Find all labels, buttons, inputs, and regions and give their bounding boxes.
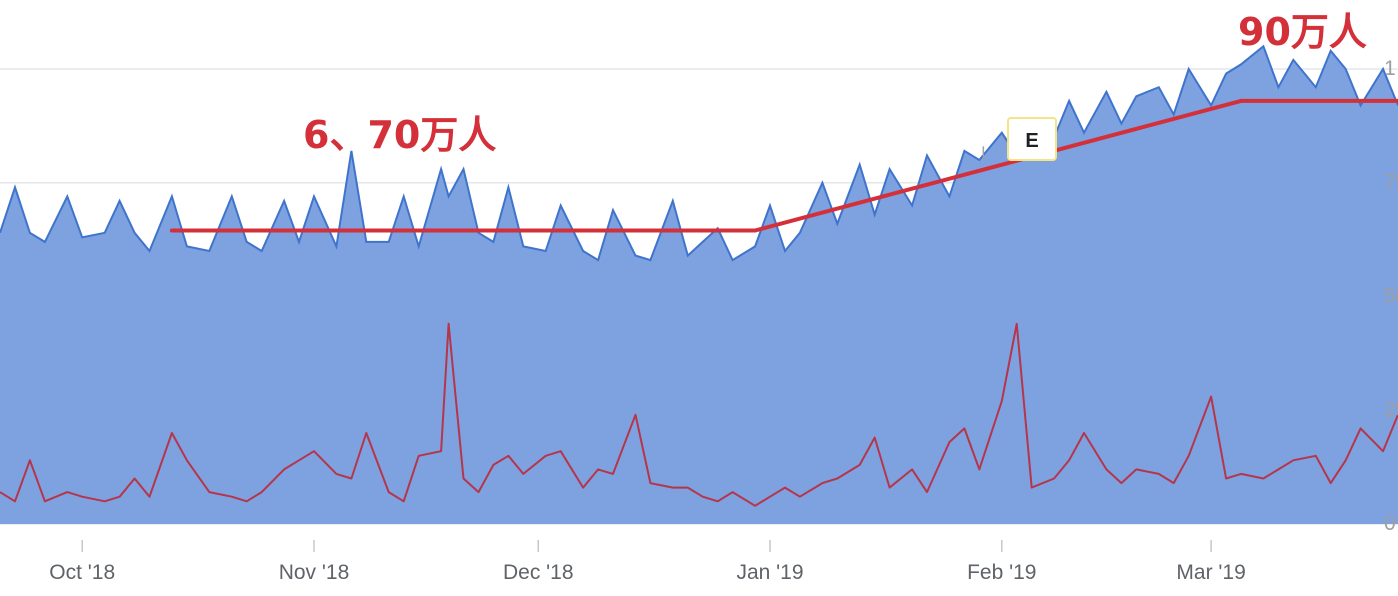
x-tick-label: Jan '19 [736,561,803,584]
x-tick-label: Feb '19 [967,561,1036,584]
x-axis: Oct '18 Nov '18 Dec '18 Jan '19 Feb '19 Mar '… [49,540,1246,584]
area-series [0,44,1398,525]
y-tick-label: 750k [1384,171,1398,194]
line-series [0,322,1398,507]
x-tick-label: Oct '18 [49,561,115,584]
y-tick-label: 250k [1384,398,1398,421]
annotation-label: 6、70万人 [303,113,496,157]
annotations: 6、70万人 90万人 [303,10,1367,157]
y-tick-label: 1 000k [1384,57,1398,80]
y-axis: 0 250k 500k 750k 1 000k [1384,57,1398,535]
x-tick-label: Nov '18 [279,561,350,584]
event-marker-label: E [1025,130,1038,152]
y-tick-label: 500k [1384,285,1398,308]
area-fill [0,46,1398,525]
y-tick-label: 0 [1384,512,1396,535]
event-marker-box [1007,117,1057,161]
trend-line-1 [753,98,1243,233]
annotation-label: 90万人 [1238,10,1367,54]
event-marker: E [982,117,1057,161]
x-tick-label: Mar '19 [1176,561,1245,584]
x-tick-label: Dec '18 [503,561,574,584]
area-outline [0,44,1398,262]
trend-lines [169,98,1398,233]
line-series-path [0,322,1398,507]
